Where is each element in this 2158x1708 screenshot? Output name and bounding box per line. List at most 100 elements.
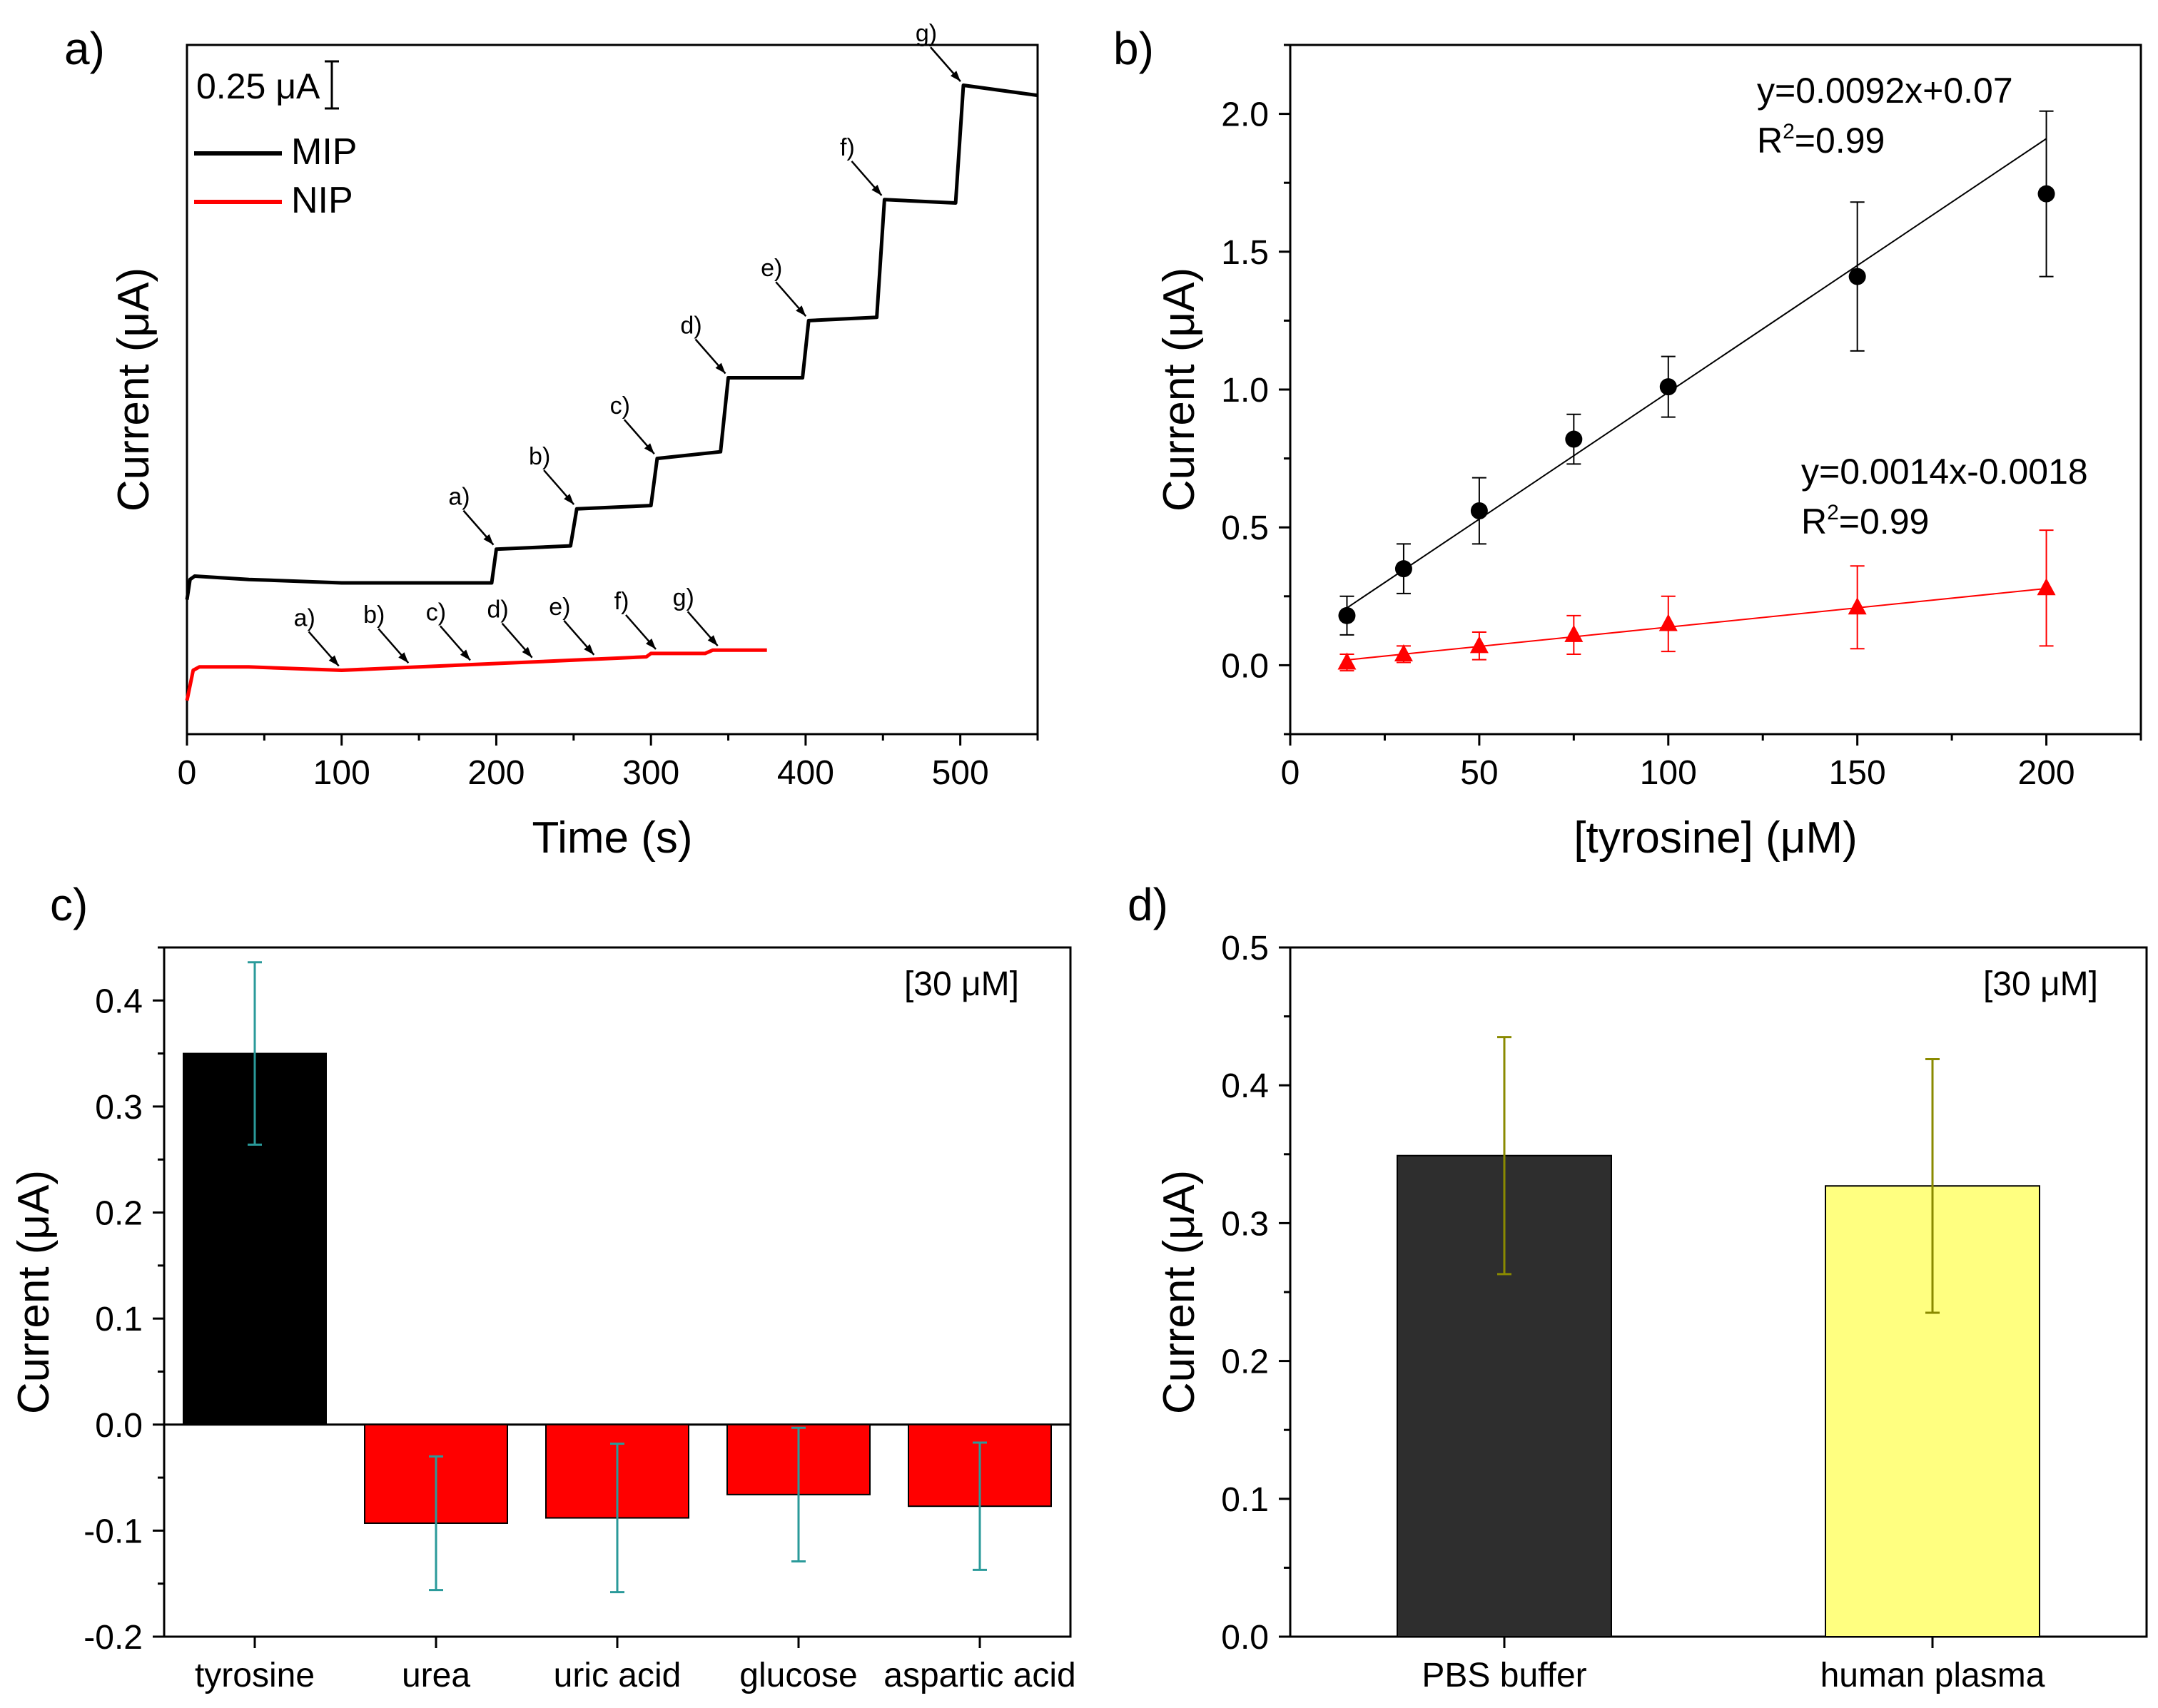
y-tick-label: 0.5	[1221, 509, 1269, 547]
data-point-nip	[1848, 597, 1867, 615]
mip-marker-label: g)	[916, 20, 937, 47]
mip-marker-arrow-head	[950, 71, 961, 82]
panel-a-step-markers: a) b) c) d) e) f) g) a) b) c) d) e) f) g)	[294, 20, 961, 667]
mip-marker-label: d)	[680, 312, 701, 340]
nip-marker-arrow-head	[645, 638, 657, 649]
y-tick-label: 0.4	[1221, 1067, 1269, 1105]
fit-nip-equation: y=0.0014x-0.0018	[1801, 452, 2088, 492]
x-category-label: PBS buffer	[1422, 1657, 1586, 1694]
panel-b-ticks: 0 50 100 150 200 0.0 0.5 1.0 1.5 2.0	[1221, 44, 2142, 792]
x-category-label: uric acid	[554, 1657, 682, 1694]
x-tick-label: 0	[178, 754, 197, 792]
y-tick-label: -0.2	[83, 1619, 143, 1657]
panel-b-x-axis-title: [tyrosine] (μM)	[1574, 813, 1857, 863]
x-tick-label: 500	[932, 754, 989, 792]
y-tick-label: 0.5	[1221, 930, 1269, 967]
x-category-label: tyrosine	[195, 1657, 315, 1694]
x-tick-label: 200	[467, 754, 525, 792]
nip-marker-label: b)	[363, 601, 385, 629]
nip-marker-arrow-head	[460, 649, 470, 661]
y-tick-label: 0.2	[1221, 1343, 1269, 1381]
fit-nip-r2-value: =0.99	[1839, 502, 1930, 542]
fit-mip-r2-sup: 2	[1783, 120, 1795, 143]
mip-marker-label: e)	[761, 255, 782, 282]
data-point-nip	[1394, 644, 1413, 661]
legend-mip-label: MIP	[291, 131, 357, 173]
panel-c-selectivity: c) tyrosine urea uric acid glucose aspartic …	[9, 879, 1076, 1694]
data-point-nip	[1337, 652, 1357, 670]
panel-c-concentration-note: [30 μM]	[904, 965, 1019, 1003]
nip-marker-arrow-head	[398, 652, 409, 664]
y-tick-label: 0.3	[95, 1089, 143, 1127]
x-tick-label: 150	[1829, 754, 1886, 792]
nip-marker-label: d)	[487, 596, 509, 624]
y-tick-label: 0.2	[95, 1195, 143, 1233]
nip-marker-label: g)	[673, 584, 694, 611]
data-point-mip	[1848, 268, 1866, 285]
panel-a-x-axis-title: Time (s)	[532, 813, 693, 863]
data-point-nip	[1469, 636, 1489, 654]
x-category-label: aspartic acid	[883, 1657, 1075, 1694]
fit-nip-r2-label: R	[1801, 502, 1827, 542]
fit-line-mip	[1346, 138, 2047, 609]
panel-d-label: d)	[1128, 879, 1168, 930]
data-point-nip	[1564, 624, 1584, 642]
x-tick-label: 50	[1460, 754, 1498, 792]
mip-marker-label: f)	[840, 134, 855, 161]
panel-d-bars	[1290, 1036, 2147, 1638]
mip-marker-arrow-head	[644, 443, 654, 454]
fit-mip-r2: R2=0.99	[1757, 120, 1885, 161]
x-tick-label: 100	[1640, 754, 1697, 792]
y-tick-label: 0.0	[1221, 1619, 1269, 1657]
y-tick-label: 1.5	[1221, 234, 1269, 272]
nip-marker-label: f)	[614, 588, 629, 615]
data-point-mip	[1470, 502, 1488, 520]
panel-b-y-axis-title: Current (μA)	[1155, 268, 1204, 512]
x-category-label: human plasma	[1820, 1657, 2045, 1694]
data-point-nip	[1658, 614, 1678, 631]
panel-a-legend: MIP NIP	[194, 131, 357, 221]
x-tick-label: 300	[622, 754, 679, 792]
panel-b-calibration: b) 0 50 100 150 200 0.0 0.5 1.0 1.5 2.0 y=0.0092x…	[1113, 23, 2142, 863]
nip-marker-arrow-head	[522, 646, 532, 658]
fit-line-nip	[1347, 587, 2047, 661]
series-mip-line	[185, 83, 1038, 600]
y-tick-label: -0.1	[83, 1513, 143, 1550]
panel-a-y-axis-title: Current (μA)	[109, 268, 158, 512]
mip-marker-arrow-head	[796, 305, 806, 317]
mip-marker-arrow-head	[715, 362, 726, 374]
fit-mip-equation: y=0.0092x+0.07	[1757, 71, 2013, 111]
nip-marker-arrow-head	[328, 655, 339, 666]
mip-marker-arrow-head	[564, 494, 574, 505]
legend-nip-label: NIP	[291, 180, 353, 221]
y-tick-label: 0.4	[95, 982, 143, 1020]
panel-a-label: a)	[64, 23, 105, 74]
data-point-mip	[1338, 606, 1356, 624]
y-tick-label: 0.0	[95, 1407, 143, 1445]
nip-marker-label: a)	[294, 604, 315, 631]
panel-c-label: c)	[50, 879, 88, 930]
data-point-mip	[1659, 378, 1677, 396]
mip-marker-label: b)	[529, 443, 550, 470]
nip-marker-label: c)	[426, 599, 446, 626]
mip-marker-arrow-head	[871, 185, 882, 195]
x-category-label: urea	[402, 1657, 470, 1694]
panel-a-x-ticks: 0 100 200 300 400 500	[178, 734, 1039, 792]
x-tick-label: 0	[1281, 754, 1300, 792]
nip-marker-arrow-head	[707, 635, 718, 646]
nip-marker-arrow-head	[584, 644, 594, 655]
x-tick-label: 100	[313, 754, 370, 792]
panel-d-ticks: PBS buffer human plasma 0.0 0.1 0.2 0.3 0.4 0.5	[1221, 930, 2045, 1694]
mip-marker-arrow-head	[483, 534, 494, 545]
fit-mip-r2-label: R	[1757, 121, 1783, 161]
y-tick-label: 0.1	[1221, 1481, 1269, 1519]
scale-bar-label: 0.25 μA	[196, 66, 320, 106]
panel-c-y-axis-title: Current (μA)	[9, 1170, 59, 1414]
data-point-mip	[1565, 430, 1583, 448]
data-point-mip	[2037, 185, 2055, 203]
panel-a-plot-frame	[186, 44, 1039, 736]
panel-a-series	[185, 83, 1038, 701]
data-point-nip	[2037, 578, 2056, 596]
y-tick-label: 0.1	[95, 1301, 143, 1338]
